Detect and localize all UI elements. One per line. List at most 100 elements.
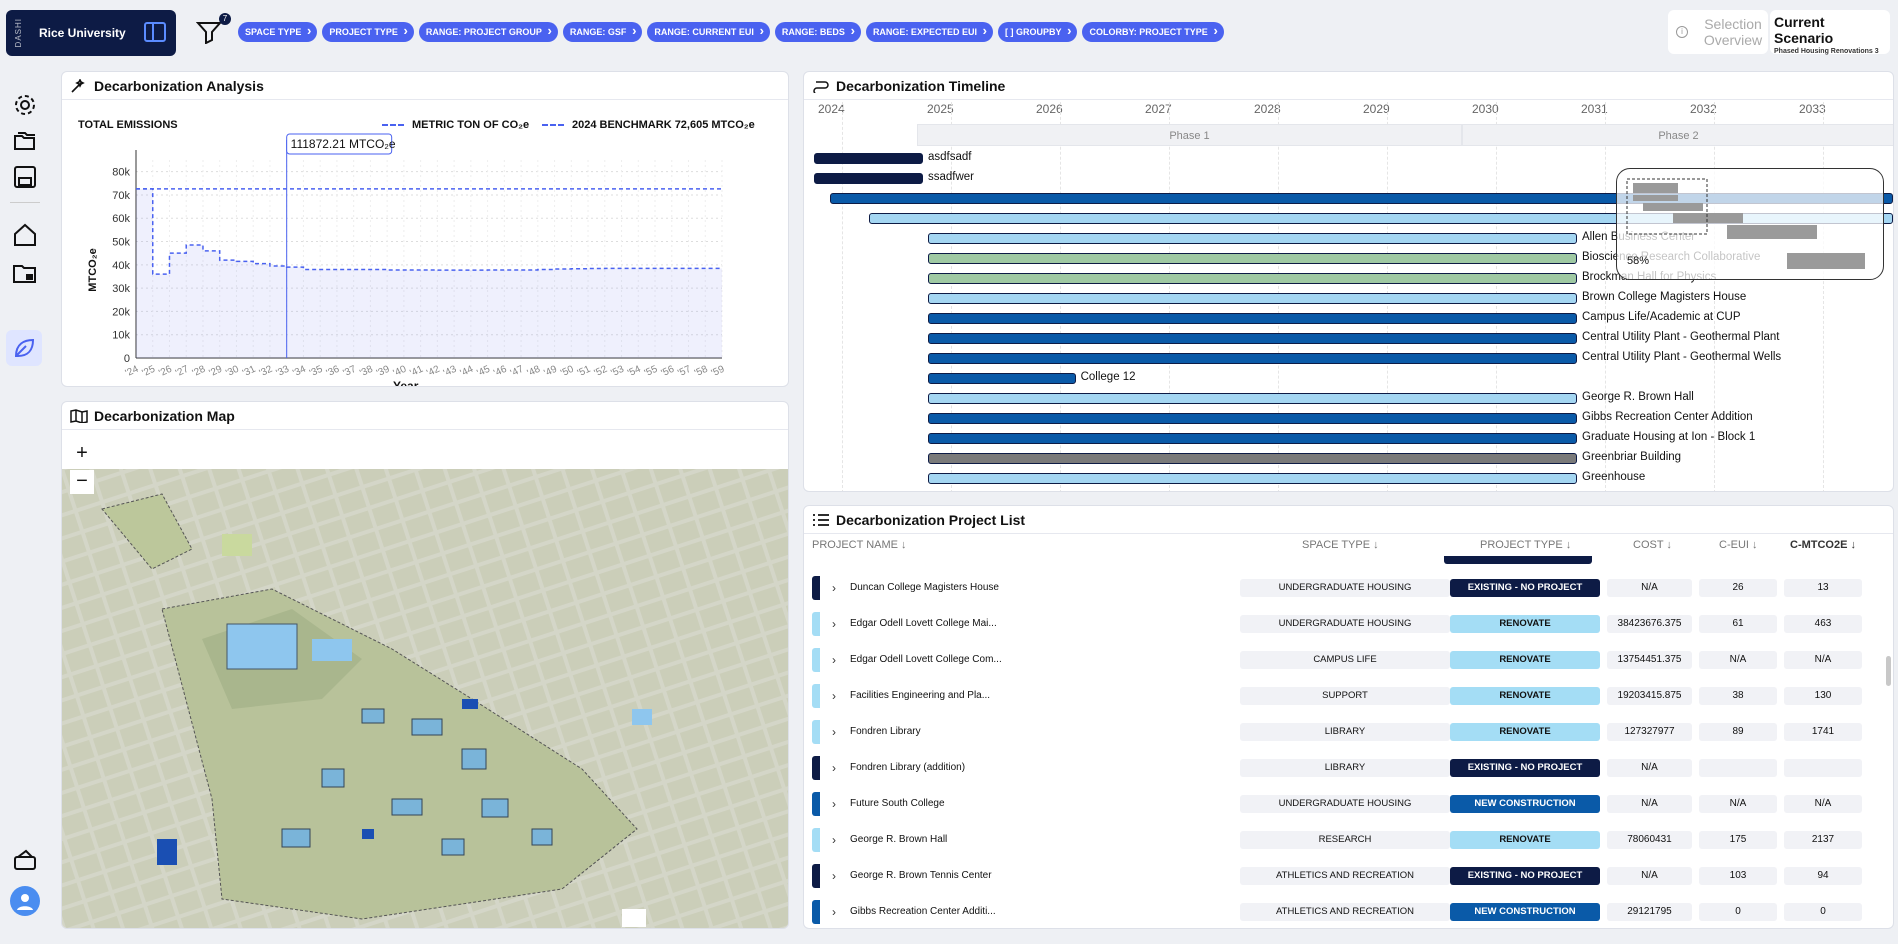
user-icon — [17, 894, 33, 910]
filter-chip-2[interactable]: RANGE: PROJECT GROUP — [418, 21, 558, 42]
gantt-bar[interactable] — [928, 273, 1577, 284]
gantt-bar[interactable] — [928, 433, 1577, 444]
space-type-cell: ATHLETICS AND RECREATION — [1240, 867, 1450, 885]
table-row[interactable]: › Duncan College Magisters House UNDERGRAD… — [812, 573, 1862, 603]
gantt-area[interactable]: 2024 2025 2026 2027 2028 2029 2030 2031 2032 2033… — [804, 72, 1893, 491]
timeline-overview-minimap[interactable]: 58% — [1616, 168, 1884, 280]
gantt-bar[interactable] — [928, 413, 1577, 424]
expand-row-chevron-icon[interactable]: › — [832, 725, 836, 739]
cost-cell: 38423676.375 — [1607, 615, 1692, 633]
brand-block[interactable]: DASHI Rice University — [6, 10, 176, 56]
c-eui-cell: 26 — [1699, 579, 1777, 597]
phase-1-band[interactable]: Phase 1 — [917, 124, 1462, 146]
project-list-card: Decarbonization Project List PROJECT NAM… — [803, 505, 1894, 929]
gantt-bar[interactable] — [928, 373, 1076, 384]
x-tick-label: '49 — [542, 364, 559, 380]
year-gridline — [1823, 102, 1824, 491]
emissions-chart[interactable]: 0 10k 20k 30k 40k 50k 60k 70k 80k '24'25'26'27'28… — [62, 98, 789, 387]
filter-chip-4[interactable]: RANGE: CURRENT EUI — [647, 21, 770, 42]
gantt-bar[interactable] — [868, 213, 1893, 224]
expand-row-chevron-icon[interactable]: › — [832, 617, 836, 631]
table-row[interactable]: › Gibbs Recreation Center Additi... ATHLET… — [812, 897, 1862, 927]
x-tick-label: '45 — [475, 364, 492, 380]
c-eui-cell: 38 — [1699, 687, 1777, 705]
gantt-bar[interactable] — [928, 473, 1577, 484]
table-row[interactable]: › Facilities Engineering and Pla... SUPPOR… — [812, 681, 1862, 711]
col-c-mtco2e[interactable]: C-MTCO2E ↓ — [1790, 539, 1856, 551]
folder-lock-icon[interactable] — [12, 260, 38, 286]
zoom-out-button[interactable]: − — [70, 470, 94, 494]
gantt-bar[interactable] — [928, 453, 1577, 464]
timeline-title: Decarbonization Timeline — [836, 77, 1006, 94]
brand-logo: DASHI — [14, 18, 23, 48]
table-row[interactable]: › Future South College UNDERGRADUATE HOUSI… — [812, 789, 1862, 819]
expand-row-chevron-icon[interactable]: › — [832, 797, 836, 811]
expand-row-chevron-icon[interactable]: › — [832, 653, 836, 667]
filter-chip-5[interactable]: RANGE: BEDS — [774, 21, 861, 42]
gantt-bar[interactable] — [814, 173, 923, 184]
current-scenario[interactable]: Current Scenario Phased Housing Renovati… — [1770, 10, 1890, 55]
space-type-cell: LIBRARY — [1240, 759, 1450, 777]
year-gridline — [1605, 102, 1606, 491]
leaf-nav-active[interactable] — [6, 330, 42, 366]
expand-row-chevron-icon[interactable]: › — [832, 869, 836, 883]
gantt-bar[interactable] — [830, 193, 1893, 204]
gantt-bar[interactable] — [928, 293, 1577, 304]
gantt-bar[interactable] — [928, 313, 1577, 324]
phase-2-band[interactable]: Phase 2 — [1462, 124, 1893, 146]
table-row[interactable]: › Fondren Library (addition) LIBRARY EXISTI… — [812, 753, 1862, 783]
user-avatar[interactable] — [10, 886, 40, 916]
filter-icon[interactable] — [196, 20, 222, 44]
gantt-bar[interactable] — [928, 333, 1577, 344]
x-tick-label: '40 — [392, 364, 409, 380]
col-cost[interactable]: COST ↓ — [1633, 539, 1672, 551]
sidebar-divider — [10, 202, 40, 203]
c-mtco2e-cell — [1784, 759, 1862, 777]
sidebar-toggle-icon[interactable] — [144, 22, 166, 42]
c-mtco2e-cell: 130 — [1784, 687, 1862, 705]
c-mtco2e-cell: 2137 — [1784, 831, 1862, 849]
expand-row-chevron-icon[interactable]: › — [832, 761, 836, 775]
row-color-stripe — [812, 684, 820, 708]
col-c-eui[interactable]: C-EUI ↓ — [1719, 539, 1758, 551]
table-row[interactable]: › George R. Brown Hall RESEARCH RENOVATE 780… — [812, 825, 1862, 855]
expand-row-chevron-icon[interactable]: › — [832, 905, 836, 919]
year-label: 2026 — [1036, 102, 1063, 116]
project-name: Duncan College Magisters House — [850, 582, 999, 593]
table-row[interactable]: › Edgar Odell Lovett College Mai... UNDERG… — [812, 609, 1862, 639]
filter-chip-3[interactable]: RANGE: GSF — [562, 21, 643, 42]
table-row[interactable]: › Fondren Library LIBRARY RENOVATE 127327977… — [812, 717, 1862, 747]
filter-chip-6[interactable]: RANGE: EXPECTED EUI — [865, 21, 993, 42]
zoom-in-button[interactable]: + — [70, 442, 94, 466]
filter-chip-1[interactable]: PROJECT TYPE — [322, 21, 414, 42]
expand-row-chevron-icon[interactable]: › — [832, 833, 836, 847]
expand-row-chevron-icon[interactable]: › — [832, 581, 836, 595]
col-project-name[interactable]: PROJECT NAME ↓ — [812, 539, 907, 551]
gantt-bar[interactable] — [928, 393, 1577, 404]
filter-chip-8[interactable]: COLORBY: PROJECT TYPE — [1082, 21, 1224, 42]
map-canvas[interactable] — [62, 469, 788, 928]
selection-overview-button[interactable]: i Selection Overview — [1668, 10, 1768, 54]
save-icon[interactable] — [12, 164, 38, 190]
gantt-bar[interactable] — [928, 233, 1577, 244]
space-type-cell: SUPPORT — [1240, 687, 1450, 705]
col-space-type[interactable]: SPACE TYPE ↓ — [1302, 539, 1379, 551]
year-label: 2027 — [1145, 102, 1172, 116]
expand-row-chevron-icon[interactable]: › — [832, 689, 836, 703]
y-tick-label: 50k — [112, 237, 130, 249]
gantt-bar[interactable] — [814, 153, 923, 164]
toolbox-icon[interactable] — [12, 848, 38, 874]
list-scrollbar[interactable] — [1886, 656, 1891, 686]
filter-chip-7[interactable]: [ ] GROUPBY — [997, 21, 1078, 42]
gantt-bar[interactable] — [928, 253, 1577, 264]
folders-icon[interactable] — [12, 128, 38, 154]
x-tick-label: '33 — [274, 364, 291, 380]
table-row[interactable]: › Edgar Odell Lovett College Com... CAMPUS… — [812, 645, 1862, 675]
table-row[interactable]: › George R. Brown Tennis Center ATHLETICS … — [812, 861, 1862, 891]
gear-icon[interactable] — [12, 92, 38, 118]
x-tick-label: '52 — [593, 364, 610, 380]
gantt-bar[interactable] — [928, 353, 1577, 364]
home-icon[interactable] — [12, 222, 38, 248]
col-project-type[interactable]: PROJECT TYPE ↓ — [1480, 539, 1572, 551]
filter-chip-0[interactable]: SPACE TYPE — [238, 21, 318, 42]
